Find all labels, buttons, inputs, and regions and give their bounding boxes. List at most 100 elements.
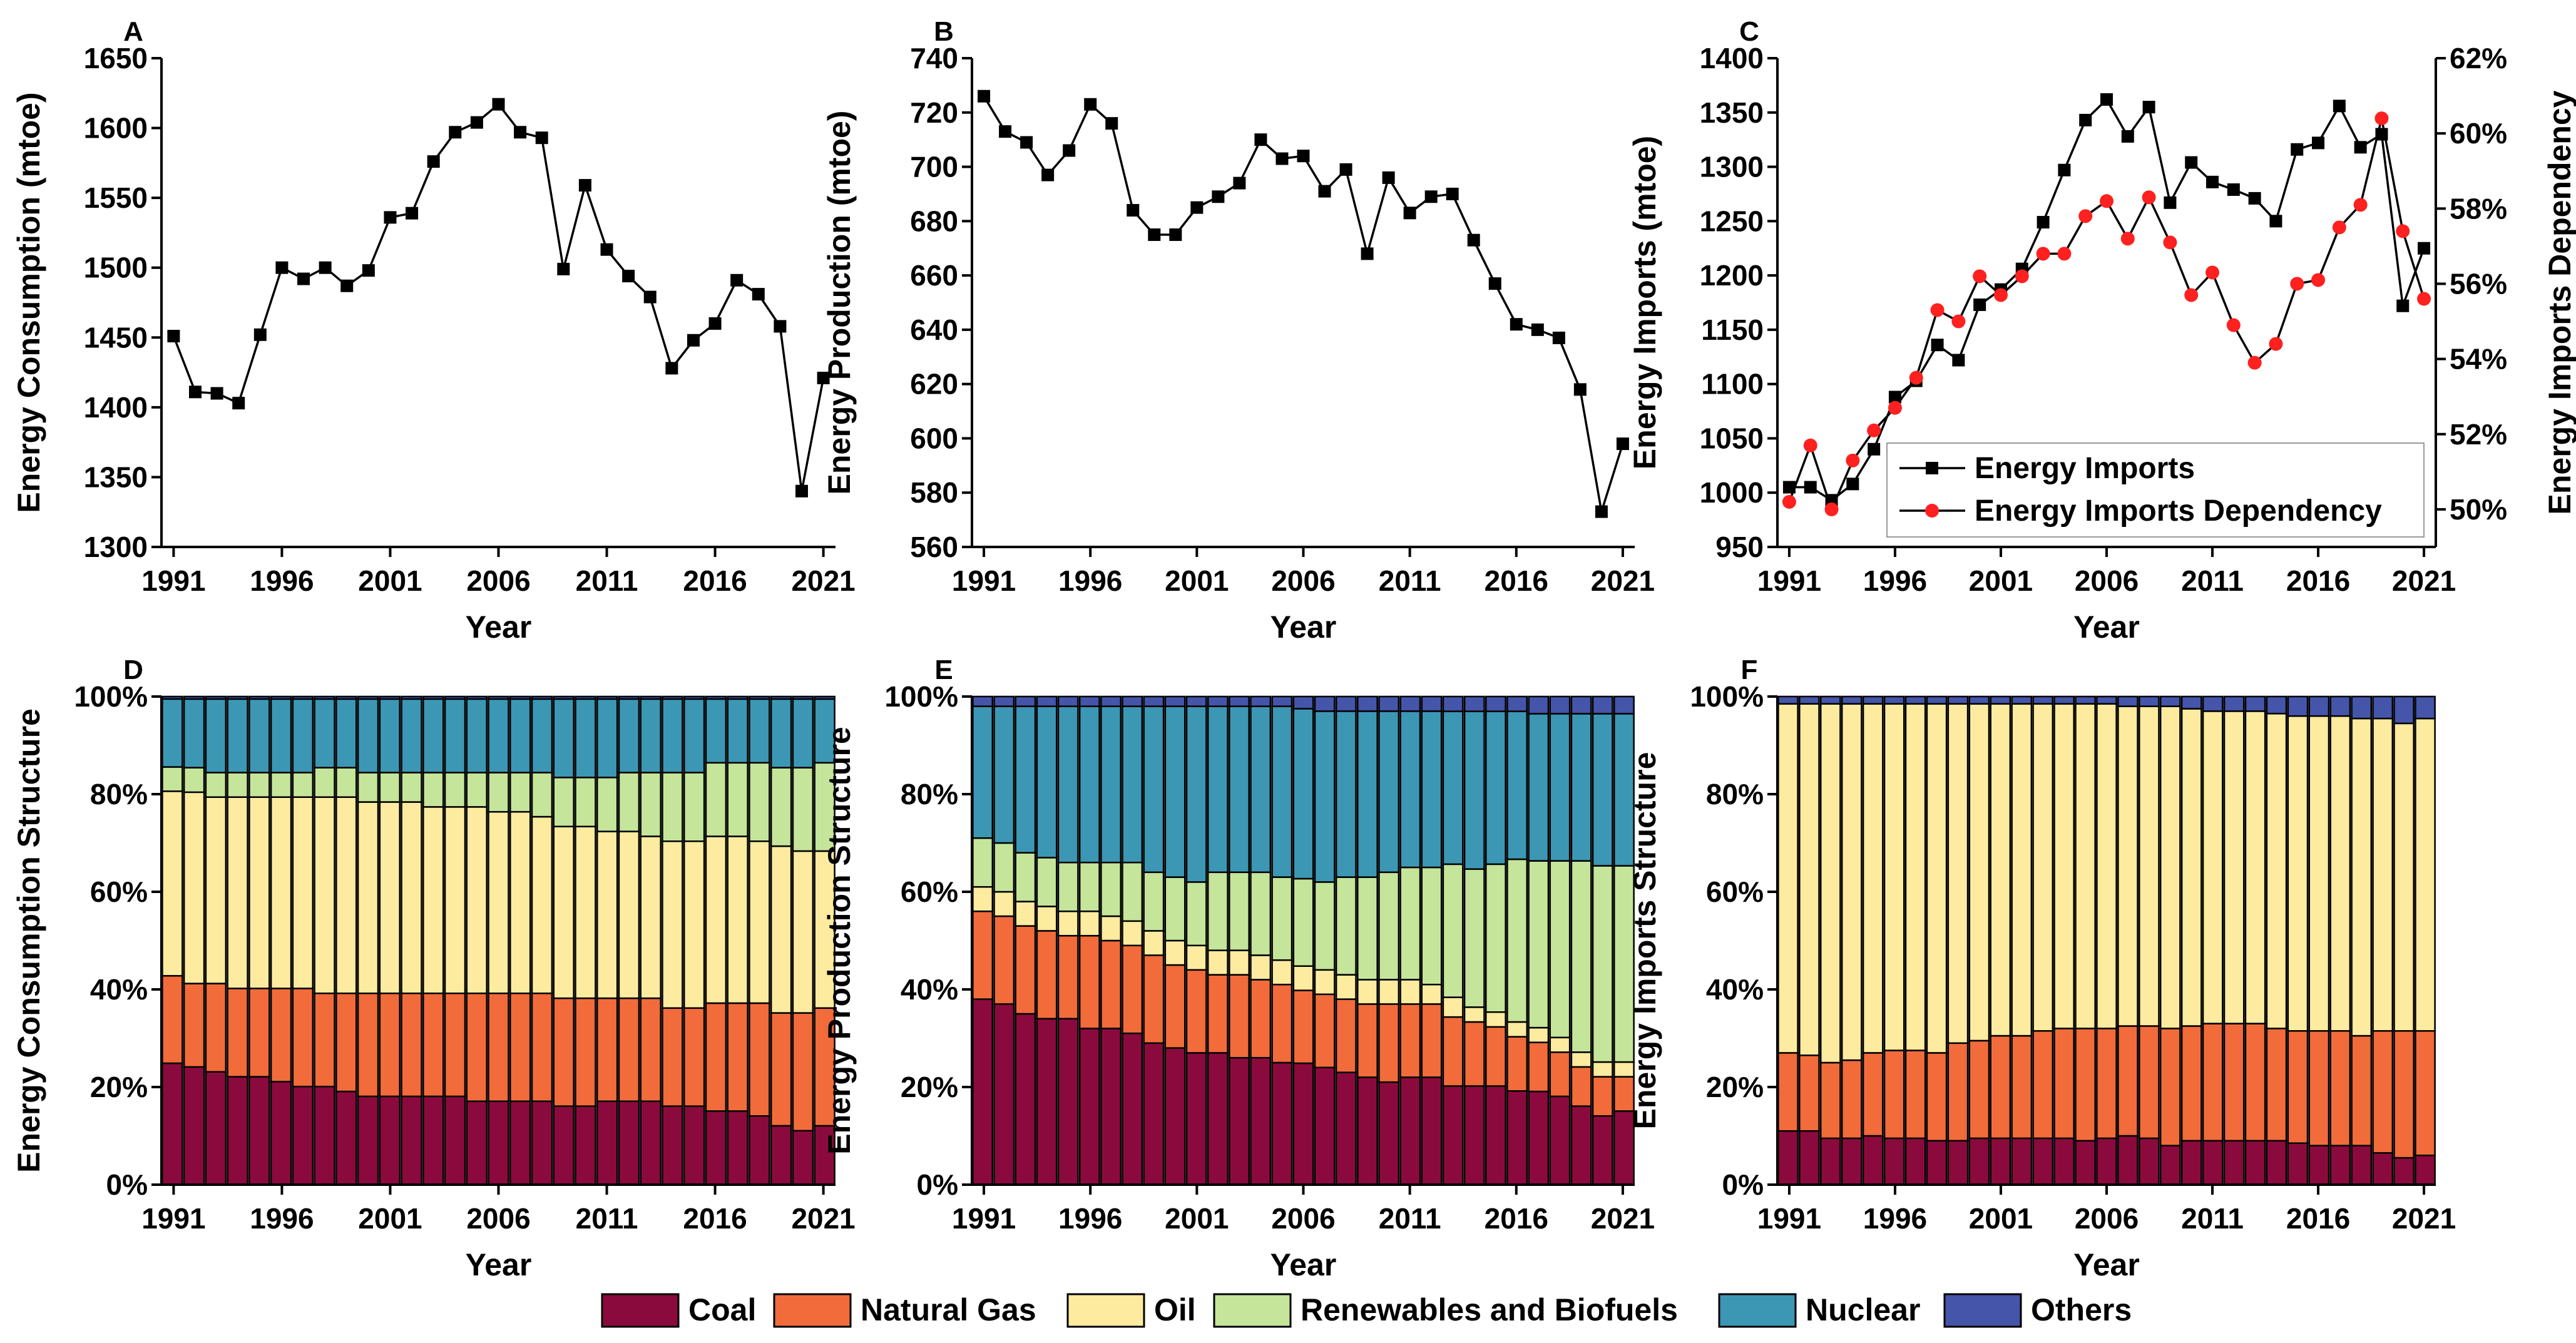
bar-others-1993 xyxy=(1819,695,1841,705)
panel-A: A 1991 1996 2001 2006 2011 2016 2021 Year Energy … xyxy=(11,16,856,645)
legend-label-oil: Oil xyxy=(1154,1292,1196,1327)
bar-renewables-and-biofuels-2013 xyxy=(640,772,662,837)
bar-renewables-and-biofuels-2005 xyxy=(1271,876,1293,961)
y-right-tick-label-58: 58% xyxy=(2450,192,2507,225)
bar-oil-1998 xyxy=(1122,920,1143,947)
point-energy-consumption-2015 xyxy=(687,334,700,347)
bar-nuclear-1997 xyxy=(292,698,314,774)
y-tick-label-60: 60% xyxy=(1706,876,1764,908)
bar-oil-1995 xyxy=(1862,703,1884,1054)
point-energy-imports-2005 xyxy=(2079,113,2092,126)
y-tick-label-0: 0% xyxy=(106,1168,148,1201)
bar-oil-1997 xyxy=(292,796,314,989)
y-tick-label-700: 700 xyxy=(910,151,958,183)
bar-others-2001 xyxy=(379,695,401,700)
x-tick-label-1991: 1991 xyxy=(1757,1202,1821,1235)
bar-coal-1997 xyxy=(292,1085,314,1186)
bar-coal-2018 xyxy=(2351,1145,2373,1186)
bar-nuclear-2011 xyxy=(1399,710,1421,869)
point-energy-consumption-2021 xyxy=(817,371,830,384)
bar-natural-gas-2012 xyxy=(1421,1003,1443,1078)
bar-renewables-and-biofuels-2017 xyxy=(727,762,749,837)
point-energy-imports-2012 xyxy=(2227,183,2240,197)
bar-others-1996 xyxy=(270,695,292,700)
bar-oil-2009 xyxy=(553,825,575,999)
bar-coal-2013 xyxy=(1442,1085,1464,1186)
bar-nuclear-1999 xyxy=(335,698,357,769)
bar-others-2013 xyxy=(2244,695,2266,712)
point-energy-imports-dependency-2010 xyxy=(2184,288,2199,302)
point-energy-production-1994 xyxy=(1041,168,1055,181)
x-tick-label-1996: 1996 xyxy=(1863,1202,1927,1235)
y-tick-label-640: 640 xyxy=(910,314,958,346)
x-tick-label-2021: 2021 xyxy=(791,1202,855,1235)
panel-label-c: C xyxy=(1739,16,1759,47)
bar-oil-1993 xyxy=(205,796,227,984)
legend-label-others: Others xyxy=(2031,1292,2132,1327)
bar-others-1999 xyxy=(1947,695,1969,705)
bar-coal-1995 xyxy=(1057,1018,1079,1186)
bar-oil-2004 xyxy=(444,806,466,994)
bar-oil-1994 xyxy=(1036,906,1058,932)
y-tick-label-1600: 1600 xyxy=(84,112,148,145)
bar-oil-1993 xyxy=(1015,901,1036,927)
bar-oil-2002 xyxy=(2011,703,2033,1037)
x-tick-label-1996: 1996 xyxy=(1058,564,1122,597)
bar-others-2018 xyxy=(749,695,770,700)
bar-others-1992 xyxy=(183,695,205,700)
bar-coal-2005 xyxy=(466,1100,488,1186)
bar-coal-2017 xyxy=(2329,1145,2351,1186)
bar-oil-2017 xyxy=(727,835,749,1004)
bar-others-1996 xyxy=(1883,695,1905,705)
x-tick-label-2016: 2016 xyxy=(2286,1202,2350,1235)
bar-natural-gas-1998 xyxy=(1926,1052,1948,1142)
bar-renewables-and-biofuels-2005 xyxy=(466,772,488,808)
bar-nuclear-2007 xyxy=(1314,710,1336,883)
bar-natural-gas-2004 xyxy=(1250,979,1272,1059)
point-energy-production-2015 xyxy=(1488,277,1501,290)
bar-nuclear-2010 xyxy=(1378,710,1400,874)
bar-coal-2015 xyxy=(1485,1085,1506,1186)
bar-oil-2001 xyxy=(379,801,401,994)
bar-nuclear-2001 xyxy=(1185,705,1207,883)
bar-oil-2010 xyxy=(1378,979,1400,1005)
x-tick-label-2021: 2021 xyxy=(2392,1202,2456,1235)
bar-natural-gas-2015 xyxy=(2287,1030,2309,1144)
bar-renewables-and-biofuels-1991 xyxy=(972,837,994,888)
point-energy-consumption-2000 xyxy=(362,264,375,277)
bar-others-1997 xyxy=(292,695,314,700)
bar-coal-2007 xyxy=(509,1100,531,1186)
bar-coal-1992 xyxy=(993,1003,1015,1186)
bar-coal-2006 xyxy=(2096,1137,2117,1186)
bar-oil-2000 xyxy=(357,801,379,994)
x-tick-label-2021: 2021 xyxy=(791,564,855,597)
bar-coal-2020 xyxy=(792,1130,814,1186)
bar-others-2015 xyxy=(1485,695,1506,712)
bar-others-2016 xyxy=(705,695,727,700)
point-energy-production-2010 xyxy=(1382,171,1395,184)
point-energy-imports-2003 xyxy=(2037,216,2050,229)
bar-natural-gas-2014 xyxy=(1463,1021,1485,1087)
point-energy-consumption-2013 xyxy=(643,290,657,304)
bar-others-2000 xyxy=(1164,695,1186,707)
bar-coal-1991 xyxy=(161,1062,183,1186)
bar-natural-gas-2018 xyxy=(1549,1051,1571,1098)
point-energy-imports-2021 xyxy=(2418,242,2431,255)
legend-label-energy-imports: Energy Imports xyxy=(1975,452,2195,485)
bar-oil-2014 xyxy=(2266,713,2287,1029)
x-tick-label-2006: 2006 xyxy=(466,564,530,597)
point-energy-production-2011 xyxy=(1403,207,1416,220)
bar-oil-1996 xyxy=(1883,703,1905,1051)
point-energy-production-2019 xyxy=(1573,383,1587,396)
x-tick-label-1996: 1996 xyxy=(250,564,314,597)
bar-coal-2011 xyxy=(2202,1140,2224,1186)
bar-nuclear-2003 xyxy=(422,698,444,774)
bar-nuclear-2019 xyxy=(1570,713,1592,862)
y-tick-label-1550: 1550 xyxy=(84,181,148,214)
bar-natural-gas-2010 xyxy=(2180,1025,2202,1142)
bar-oil-2008 xyxy=(2139,705,2160,1027)
bar-renewables-and-biofuels-1996 xyxy=(270,772,292,798)
bar-oil-2006 xyxy=(2096,703,2117,1029)
bar-nuclear-2009 xyxy=(553,698,575,779)
point-energy-production-1998 xyxy=(1127,203,1140,217)
